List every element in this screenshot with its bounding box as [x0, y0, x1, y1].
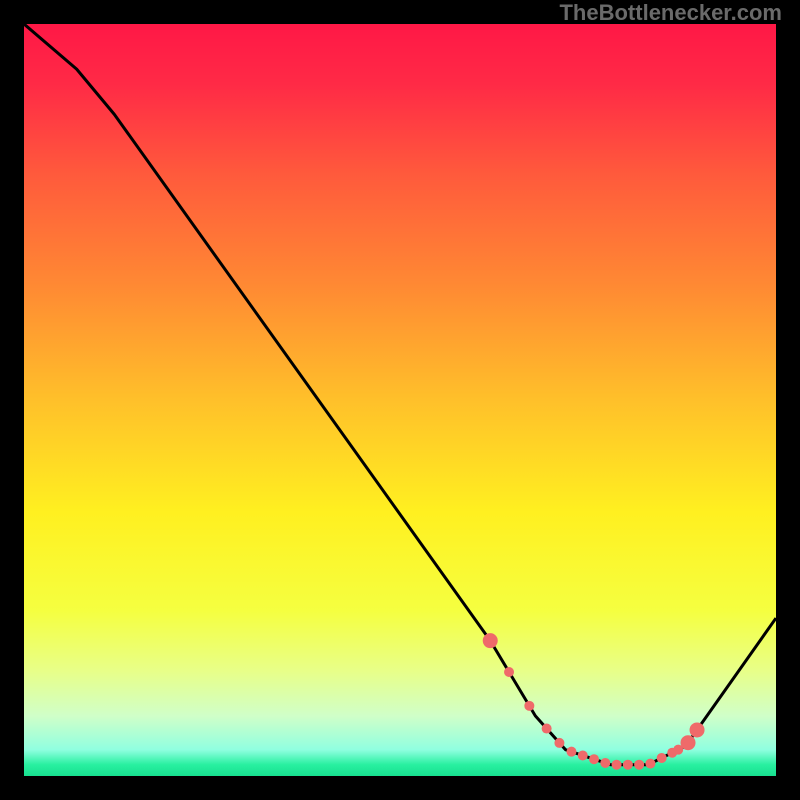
- curve-markers: [483, 633, 705, 770]
- curve-marker: [578, 750, 588, 760]
- curve-marker: [554, 738, 564, 748]
- plot-area: [24, 24, 776, 776]
- watermark-text: TheBottlenecker.com: [559, 0, 782, 26]
- curve-marker: [524, 701, 534, 711]
- curve-marker: [612, 760, 622, 770]
- stage: TheBottlenecker.com: [0, 0, 800, 800]
- curve-marker: [483, 633, 498, 648]
- curve-marker: [690, 722, 705, 737]
- curve-marker: [566, 747, 576, 757]
- curve-marker: [634, 760, 644, 770]
- curve-marker: [589, 754, 599, 764]
- curve-marker: [645, 759, 655, 769]
- curve-marker: [657, 753, 667, 763]
- curve-marker: [600, 758, 610, 768]
- curve-marker: [623, 760, 633, 770]
- curve-marker: [504, 667, 514, 677]
- curve-marker: [681, 735, 696, 750]
- curve-marker: [542, 724, 552, 734]
- bottleneck-curve: [24, 24, 776, 776]
